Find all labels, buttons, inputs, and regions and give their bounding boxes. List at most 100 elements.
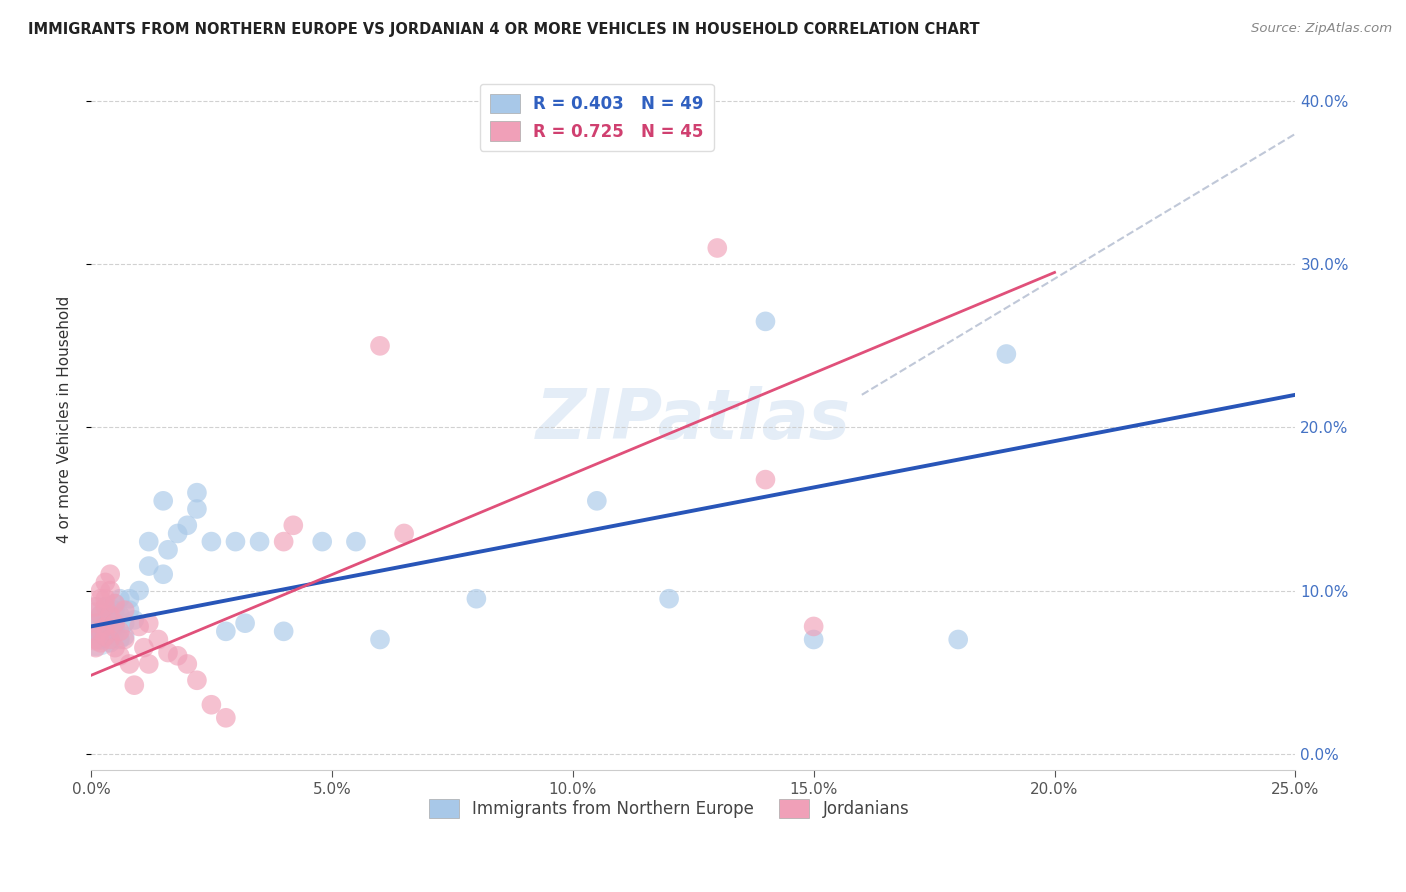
Text: IMMIGRANTS FROM NORTHERN EUROPE VS JORDANIAN 4 OR MORE VEHICLES IN HOUSEHOLD COR: IMMIGRANTS FROM NORTHERN EUROPE VS JORDA… — [28, 22, 980, 37]
Point — [273, 534, 295, 549]
Point — [148, 632, 170, 647]
Point — [706, 241, 728, 255]
Point — [104, 640, 127, 655]
Point — [138, 657, 160, 671]
Point — [90, 619, 112, 633]
Point — [118, 603, 141, 617]
Point — [152, 567, 174, 582]
Point — [114, 632, 136, 647]
Point — [128, 619, 150, 633]
Point — [311, 534, 333, 549]
Point — [118, 591, 141, 606]
Point — [98, 567, 121, 582]
Point — [186, 502, 208, 516]
Point — [124, 613, 146, 627]
Point — [138, 616, 160, 631]
Point — [224, 534, 246, 549]
Point — [200, 534, 222, 549]
Point — [803, 632, 825, 647]
Point — [118, 657, 141, 671]
Point — [132, 640, 155, 655]
Point — [84, 619, 107, 633]
Point — [94, 629, 117, 643]
Point — [392, 526, 415, 541]
Point — [754, 473, 776, 487]
Point — [84, 640, 107, 655]
Point — [104, 616, 127, 631]
Point — [186, 673, 208, 688]
Point — [94, 619, 117, 633]
Point — [128, 583, 150, 598]
Point — [90, 591, 112, 606]
Point — [273, 624, 295, 639]
Point — [658, 591, 681, 606]
Legend: Immigrants from Northern Europe, Jordanians: Immigrants from Northern Europe, Jordani… — [422, 792, 915, 825]
Point — [215, 711, 238, 725]
Point — [94, 616, 117, 631]
Point — [176, 657, 198, 671]
Point — [157, 542, 180, 557]
Point — [166, 526, 188, 541]
Point — [186, 485, 208, 500]
Text: ZIPatlas: ZIPatlas — [536, 385, 851, 453]
Point — [84, 616, 107, 631]
Point — [94, 575, 117, 590]
Point — [995, 347, 1018, 361]
Point — [98, 583, 121, 598]
Point — [94, 629, 117, 643]
Point — [368, 339, 391, 353]
Point — [233, 616, 256, 631]
Point — [108, 648, 131, 663]
Point — [124, 678, 146, 692]
Point — [104, 619, 127, 633]
Point — [90, 624, 112, 639]
Point — [90, 607, 112, 622]
Point — [114, 629, 136, 643]
Point — [104, 597, 127, 611]
Point — [138, 559, 160, 574]
Point — [84, 599, 107, 614]
Point — [98, 636, 121, 650]
Point — [98, 624, 121, 639]
Point — [634, 127, 657, 141]
Point — [94, 591, 117, 606]
Point — [84, 624, 107, 639]
Point — [157, 646, 180, 660]
Text: Source: ZipAtlas.com: Source: ZipAtlas.com — [1251, 22, 1392, 36]
Point — [200, 698, 222, 712]
Point — [98, 613, 121, 627]
Point — [90, 632, 112, 647]
Point — [948, 632, 970, 647]
Point — [344, 534, 367, 549]
Point — [90, 636, 112, 650]
Point — [108, 624, 131, 639]
Point — [368, 632, 391, 647]
Point — [108, 591, 131, 606]
Point — [166, 648, 188, 663]
Point — [94, 599, 117, 614]
Point — [108, 632, 131, 647]
Point — [114, 603, 136, 617]
Point — [84, 616, 107, 631]
Point — [98, 632, 121, 647]
Point — [283, 518, 305, 533]
Point — [104, 603, 127, 617]
Point — [84, 619, 107, 633]
Point — [104, 597, 127, 611]
Point — [249, 534, 271, 549]
Point — [114, 616, 136, 631]
Point — [98, 607, 121, 622]
Point — [90, 583, 112, 598]
Point — [585, 493, 607, 508]
Point — [94, 599, 117, 614]
Point — [90, 607, 112, 622]
Point — [803, 619, 825, 633]
Point — [465, 591, 488, 606]
Point — [138, 534, 160, 549]
Point — [84, 632, 107, 647]
Y-axis label: 4 or more Vehicles in Household: 4 or more Vehicles in Household — [58, 295, 72, 543]
Point — [152, 493, 174, 508]
Point — [754, 314, 776, 328]
Point — [176, 518, 198, 533]
Point — [215, 624, 238, 639]
